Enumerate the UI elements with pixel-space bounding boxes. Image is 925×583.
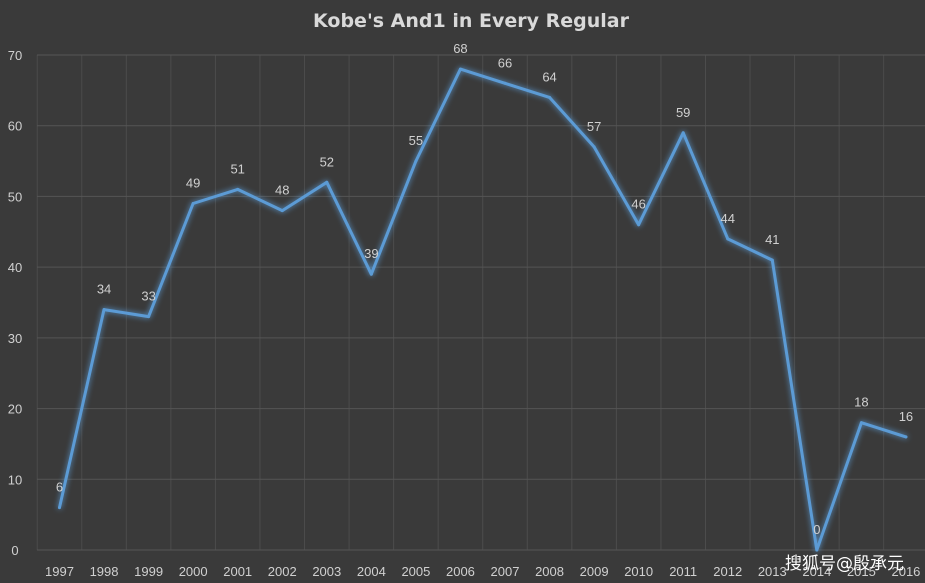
y-axis-ticks: 0 10 20 30 40 50 60 70 [8, 48, 22, 558]
data-label: 6 [56, 480, 63, 495]
data-point [191, 202, 195, 205]
data-label: 39 [364, 246, 378, 261]
y-tick-label: 10 [8, 472, 22, 487]
x-tick-label: 1997 [45, 564, 74, 579]
data-labels: 6 34 33 49 51 48 52 39 55 68 66 64 57 46 59 44 41 0 18 16 [56, 41, 913, 537]
x-tick-label: 2008 [535, 564, 564, 579]
data-label: 66 [498, 55, 512, 70]
x-tick-label: 2006 [446, 564, 475, 579]
grid [36, 54, 925, 551]
x-tick-label: 2003 [312, 564, 341, 579]
data-point [369, 272, 373, 276]
data-label: 52 [320, 154, 334, 169]
x-tick-label: 2013 [758, 564, 787, 579]
x-tick-label: 2002 [268, 564, 297, 579]
data-point [681, 131, 685, 135]
data-label: 44 [721, 211, 735, 226]
data-point [236, 187, 240, 191]
x-tick-label: 2010 [624, 564, 653, 579]
x-tick-label: 2012 [713, 564, 742, 579]
x-tick-label: 2011 [669, 564, 697, 579]
data-point [325, 180, 329, 184]
y-tick-label: 50 [8, 189, 22, 204]
data-point [503, 81, 507, 85]
data-label: 0 [813, 522, 820, 537]
data-label: 18 [854, 395, 868, 410]
data-label: 55 [409, 133, 423, 148]
data-point [904, 435, 908, 439]
x-tick-label: 2000 [179, 564, 208, 579]
y-tick-label: 0 [11, 543, 18, 558]
data-point [414, 159, 418, 163]
x-tick-label: 2007 [491, 564, 520, 579]
data-label: 34 [97, 282, 111, 297]
data-label: 16 [899, 409, 913, 424]
x-tick-label: 2005 [401, 564, 430, 579]
y-tick-label: 70 [8, 48, 22, 63]
data-point [102, 308, 106, 312]
data-label: 59 [676, 105, 690, 120]
data-label: 57 [587, 119, 601, 134]
x-tick-label: 1999 [134, 564, 163, 579]
chart-title: Kobe's And1 in Every Regular [313, 10, 630, 32]
x-tick-label: 2014 [802, 564, 831, 579]
data-label: 41 [765, 232, 779, 247]
x-tick-label: 1998 [90, 564, 119, 579]
y-tick-label: 40 [8, 260, 22, 275]
data-point [637, 223, 641, 227]
data-point [548, 95, 552, 99]
y-tick-label: 20 [8, 402, 22, 417]
data-label: 51 [230, 161, 244, 176]
data-label: 33 [141, 289, 155, 304]
data-point [592, 145, 596, 149]
data-point [770, 258, 774, 262]
data-point [859, 421, 863, 425]
data-label: 68 [453, 41, 467, 56]
data-point [147, 315, 151, 319]
x-axis-ticks: 1997 1998 1999 2000 2001 2002 2003 2004 2005 2006… [45, 564, 920, 579]
y-tick-label: 60 [8, 119, 22, 134]
data-label: 48 [275, 183, 289, 198]
data-point [58, 506, 61, 510]
data-point [815, 548, 819, 552]
x-tick-label: 2015 [847, 564, 876, 579]
y-tick-label: 30 [8, 331, 22, 346]
watermark-text: 搜狐号@殷承元 [785, 554, 904, 574]
data-label: 46 [631, 197, 645, 212]
series-line [58, 67, 908, 552]
data-label: 64 [542, 69, 556, 84]
x-tick-label: 2009 [580, 564, 609, 579]
x-tick-label: 2001 [223, 564, 252, 579]
x-tick-label: 2016 [891, 564, 920, 579]
data-point [280, 209, 284, 213]
data-label: 49 [186, 176, 200, 191]
series-layer [58, 67, 908, 552]
data-point [458, 67, 462, 71]
data-point [726, 237, 730, 241]
x-tick-label: 2004 [357, 564, 386, 579]
